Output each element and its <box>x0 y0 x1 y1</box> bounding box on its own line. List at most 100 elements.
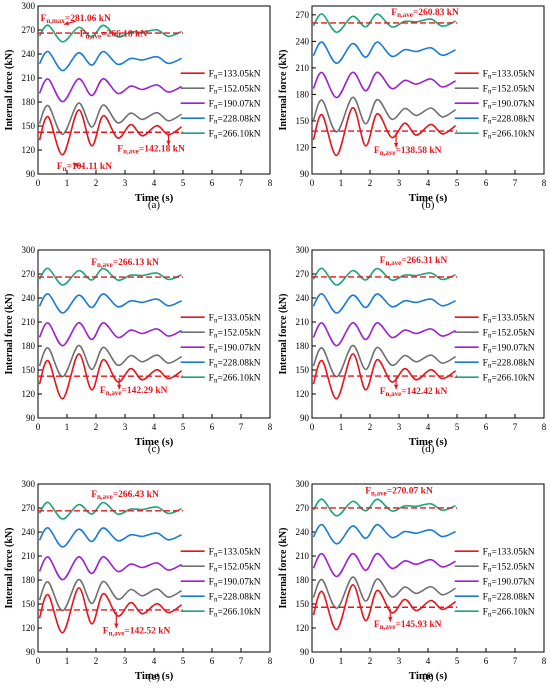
annotation-label: Fn,ave=145.93 kN <box>374 620 442 631</box>
legend-entry: Fn=133.05kN <box>209 314 261 325</box>
x-tick-label: 6 <box>484 656 489 666</box>
y-axis-label: Internal force (kN) <box>4 294 15 375</box>
x-tick-label: 3 <box>123 656 128 666</box>
series-line <box>38 501 182 520</box>
x-tick-label: 5 <box>181 656 186 666</box>
legend-entry: Fn=133.05kN <box>209 548 261 559</box>
x-tick-label: 8 <box>542 656 547 666</box>
x-tick-label: 1 <box>65 178 70 188</box>
x-tick-label: 0 <box>310 422 315 432</box>
y-tick-label: 120 <box>22 145 36 155</box>
x-tick-label: 6 <box>484 422 489 432</box>
y-tick-label: 300 <box>22 245 36 255</box>
series-line <box>312 523 456 545</box>
series-line <box>312 71 456 99</box>
annotation-label: Fn,ave=266.31 kN <box>380 256 448 267</box>
legend-entry: Fn=190.07kN <box>209 344 261 355</box>
annotation-arrowhead <box>72 162 78 167</box>
legend-entry: Fn=266.10kN <box>209 374 261 385</box>
y-tick-label: 150 <box>296 116 310 126</box>
x-axis-label: Time (s) <box>409 192 448 204</box>
legend-entry: Fn=152.05kN <box>483 85 535 96</box>
series-line <box>312 576 457 610</box>
x-tick-label: 4 <box>426 656 431 666</box>
y-tick-label: 120 <box>296 623 310 633</box>
x-tick-label: 3 <box>397 656 402 666</box>
annotation-label: Fn,ave=266.43 kN <box>91 490 159 501</box>
x-tick-label: 6 <box>210 178 215 188</box>
x-tick-label: 3 <box>123 178 128 188</box>
legend-entry: Fn=152.05kN <box>483 563 535 574</box>
x-axis-label: Time (s) <box>409 436 448 448</box>
y-tick-label: 300 <box>296 245 310 255</box>
legend-entry: Fn=228.08kN <box>209 359 261 370</box>
y-tick-label: 270 <box>296 503 310 513</box>
x-tick-label: 7 <box>513 422 518 432</box>
annotation-label: Fn,ave=266.18 kN <box>80 29 148 40</box>
chart-panel: 0 1 2 3 4 5 6 7 8 90 120 150 180 210 240 270 300 Time (s)… <box>4 245 273 455</box>
y-axis-label: Internal force (kN) <box>278 294 289 375</box>
x-tick-label: 1 <box>65 656 70 666</box>
y-tick-label: 270 <box>296 269 310 279</box>
y-tick-label: 240 <box>22 527 36 537</box>
x-tick-label: 2 <box>368 656 373 666</box>
x-tick-label: 6 <box>210 422 215 432</box>
x-tick-label: 5 <box>181 422 186 432</box>
y-tick-label: 210 <box>296 317 310 327</box>
legend-entry: Fn=133.05kN <box>209 70 261 81</box>
series-line <box>38 78 182 103</box>
x-tick-label: 5 <box>455 422 460 432</box>
series-line <box>312 293 456 314</box>
y-tick-label: 300 <box>22 1 36 11</box>
y-tick-label: 210 <box>22 317 36 327</box>
legend-entry: Fn=266.10kN <box>483 130 535 141</box>
y-tick-label: 150 <box>22 365 36 375</box>
y-tick-label: 240 <box>22 293 36 303</box>
series-line <box>312 353 457 400</box>
x-tick-label: 8 <box>268 656 273 666</box>
y-tick-label: 90 <box>300 413 310 423</box>
x-tick-label: 0 <box>310 178 315 188</box>
panel-caption: (e) <box>148 671 161 683</box>
y-tick-label: 240 <box>22 49 36 59</box>
chart-panel: 0 1 2 3 4 5 6 7 8 90 120 150 180 210 240 270 300 Time (s)… <box>278 245 547 455</box>
annotation-label: Fn,ave=138.58 kN <box>374 146 442 157</box>
annotation-label: Fn,ave=266.13 kN <box>91 258 159 269</box>
annotation-arrowhead <box>117 384 122 390</box>
legend-entry: Fn=228.08kN <box>483 593 535 604</box>
y-tick-label: 150 <box>22 121 36 131</box>
legend-entry: Fn=133.05kN <box>483 314 535 325</box>
series-line <box>38 50 182 72</box>
x-tick-label: 7 <box>513 656 518 666</box>
legend-entry: Fn=133.05kN <box>483 70 535 81</box>
series-line <box>38 527 182 548</box>
series-line <box>38 587 183 634</box>
y-tick-label: 240 <box>296 293 310 303</box>
y-axis-label: Internal force (kN) <box>278 50 289 131</box>
x-tick-label: 5 <box>455 178 460 188</box>
x-tick-label: 4 <box>152 178 157 188</box>
annotation-arrowhead <box>166 140 171 146</box>
x-tick-label: 6 <box>210 656 215 666</box>
panel-caption: (b) <box>422 199 435 211</box>
chart-panel: 0 1 2 3 4 5 6 7 8 90 120 150 180 210 240 270 300 Time (s)… <box>278 479 547 683</box>
y-tick-label: 180 <box>22 575 36 585</box>
legend-entry: Fn=228.08kN <box>209 115 261 126</box>
y-tick-label: 180 <box>296 89 310 99</box>
y-tick-label: 300 <box>296 479 310 489</box>
x-tick-label: 3 <box>397 178 402 188</box>
x-tick-label: 0 <box>36 422 41 432</box>
legend-entry: Fn=190.07kN <box>483 578 535 589</box>
legend-entry: Fn=152.05kN <box>209 329 261 340</box>
x-axis-label: Time (s) <box>135 192 174 204</box>
x-tick-label: 2 <box>94 178 99 188</box>
x-tick-label: 8 <box>268 178 273 188</box>
series-line <box>312 583 457 631</box>
annotation-arrowhead <box>114 623 119 628</box>
y-tick-label: 270 <box>296 10 310 20</box>
x-tick-label: 8 <box>542 422 547 432</box>
y-tick-label: 150 <box>296 599 310 609</box>
x-tick-label: 4 <box>426 178 431 188</box>
panel-caption: (c) <box>148 443 161 455</box>
series-line <box>38 267 182 286</box>
